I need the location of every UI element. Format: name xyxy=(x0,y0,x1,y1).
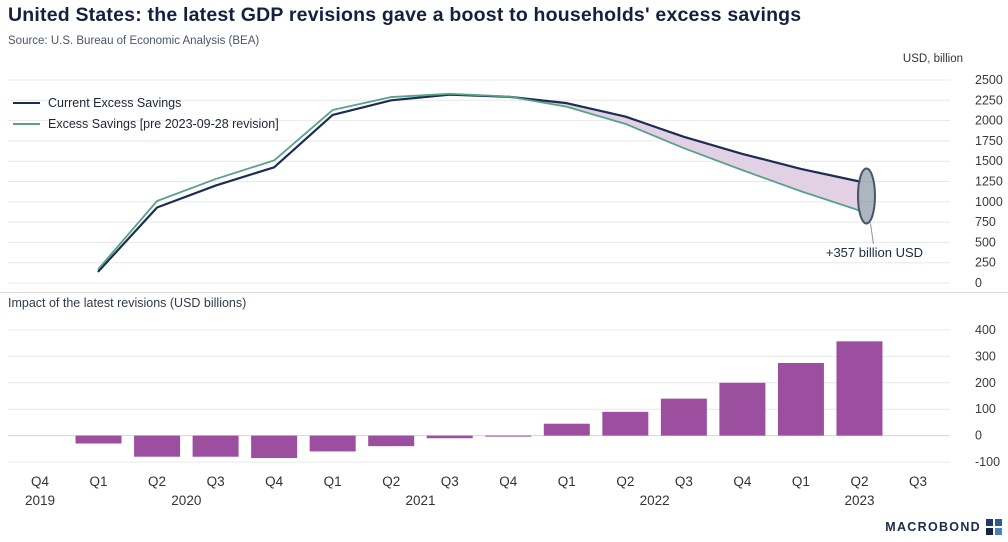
x-quarter-label: Q3 xyxy=(441,474,459,489)
x-quarter-label: Q2 xyxy=(850,474,868,489)
legend-label-pre-revision: Excess Savings [pre 2023-09-28 revision] xyxy=(48,116,279,131)
source-note: Source: U.S. Bureau of Economic Analysis… xyxy=(8,35,260,47)
four-squares-icon xyxy=(986,519,1002,535)
legend: Current Excess Savings Excess Savings [p… xyxy=(13,92,279,134)
x-quarter-label: Q2 xyxy=(616,474,634,489)
page-title: United States: the latest GDP revisions … xyxy=(8,4,802,26)
x-year-label: 2019 xyxy=(25,493,55,508)
impact-bar xyxy=(543,423,590,436)
endpoint-highlight-ellipse xyxy=(856,167,876,225)
y-tick-label: 1500 xyxy=(975,154,1003,168)
x-quarter-label: Q1 xyxy=(90,474,108,489)
macrobond-wordmark: MACROBOND xyxy=(885,520,981,534)
y-tick-label: 2500 xyxy=(975,73,1003,87)
x-quarter-label: Q4 xyxy=(265,474,284,489)
y-tick-label: 400 xyxy=(975,323,996,337)
revision-impact-bar-chart: -100 0 100 200 300 400 Q4 Q1 Q2 Q3 Q4 Q1 Q2 Q3 Q4 Q1 Q2 Q… xyxy=(8,323,1000,508)
impact-bar xyxy=(602,411,649,436)
y-tick-label: 500 xyxy=(975,235,996,249)
y-axis-unit-label: USD, billion xyxy=(902,53,963,65)
y-tick-label: 1000 xyxy=(975,195,1003,209)
legend-label-current: Current Excess Savings xyxy=(48,95,182,110)
impact-bar xyxy=(251,435,298,459)
x-quarter-label: Q3 xyxy=(675,474,693,489)
legend-line-swatch-current xyxy=(13,101,40,104)
impact-bar xyxy=(660,398,707,436)
y-tick-label: 0 xyxy=(975,276,982,290)
y-tick-label: 100 xyxy=(975,402,996,416)
annotation-label: +357 billion USD xyxy=(826,245,923,260)
x-quarter-label: Q1 xyxy=(558,474,576,489)
y-tick-label: 2250 xyxy=(975,93,1003,107)
impact-bar xyxy=(75,435,122,444)
impact-bar xyxy=(134,435,181,457)
impact-bar xyxy=(836,341,883,436)
x-year-label: 2023 xyxy=(844,493,874,508)
x-year-label: 2022 xyxy=(640,493,670,508)
y-tick-label: 2000 xyxy=(975,114,1003,128)
x-quarter-label: Q2 xyxy=(148,474,166,489)
x-year-label: 2020 xyxy=(171,493,201,508)
macrobond-logo: MACROBOND xyxy=(885,519,1002,535)
x-quarter-label: Q4 xyxy=(31,474,50,489)
impact-bar xyxy=(426,435,473,439)
annotation-callout-line xyxy=(869,223,874,245)
x-quarter-label: Q3 xyxy=(207,474,225,489)
y-tick-label: 1750 xyxy=(975,134,1003,148)
x-quarter-label: Q3 xyxy=(909,474,927,489)
impact-bar xyxy=(719,382,766,436)
x-quarter-label: Q1 xyxy=(792,474,810,489)
y-tick-label: 750 xyxy=(975,215,996,229)
y-tick-label: 1250 xyxy=(975,175,1003,189)
x-quarter-label: Q2 xyxy=(382,474,400,489)
y-tick-label: 0 xyxy=(975,429,982,443)
x-year-label: 2021 xyxy=(405,493,435,508)
panel-separator xyxy=(0,292,1008,293)
impact-bar xyxy=(777,363,824,436)
pre-revision-excess-savings-line xyxy=(97,92,861,270)
x-quarter-label: Q4 xyxy=(499,474,518,489)
impact-bar xyxy=(368,435,415,447)
excess-savings-line-chart: 0 250 500 750 1000 1250 1500 1750 2000 2250 2500 +3… xyxy=(8,73,1003,290)
legend-line-swatch-pre-revision xyxy=(13,122,40,125)
y-tick-label: 300 xyxy=(975,349,996,363)
legend-item-current: Current Excess Savings xyxy=(13,92,279,113)
bottom-chart-title: Impact of the latest revisions (USD bill… xyxy=(8,296,247,310)
y-tick-label: 200 xyxy=(975,376,996,390)
y-tick-label: -100 xyxy=(975,455,1000,469)
y-tick-label: 250 xyxy=(975,256,996,270)
x-quarter-label: Q1 xyxy=(324,474,342,489)
impact-bar xyxy=(192,435,239,457)
impact-bar xyxy=(485,435,532,437)
x-quarter-label: Q4 xyxy=(733,474,752,489)
impact-bar xyxy=(309,435,356,452)
legend-item-pre-revision: Excess Savings [pre 2023-09-28 revision] xyxy=(13,113,279,134)
